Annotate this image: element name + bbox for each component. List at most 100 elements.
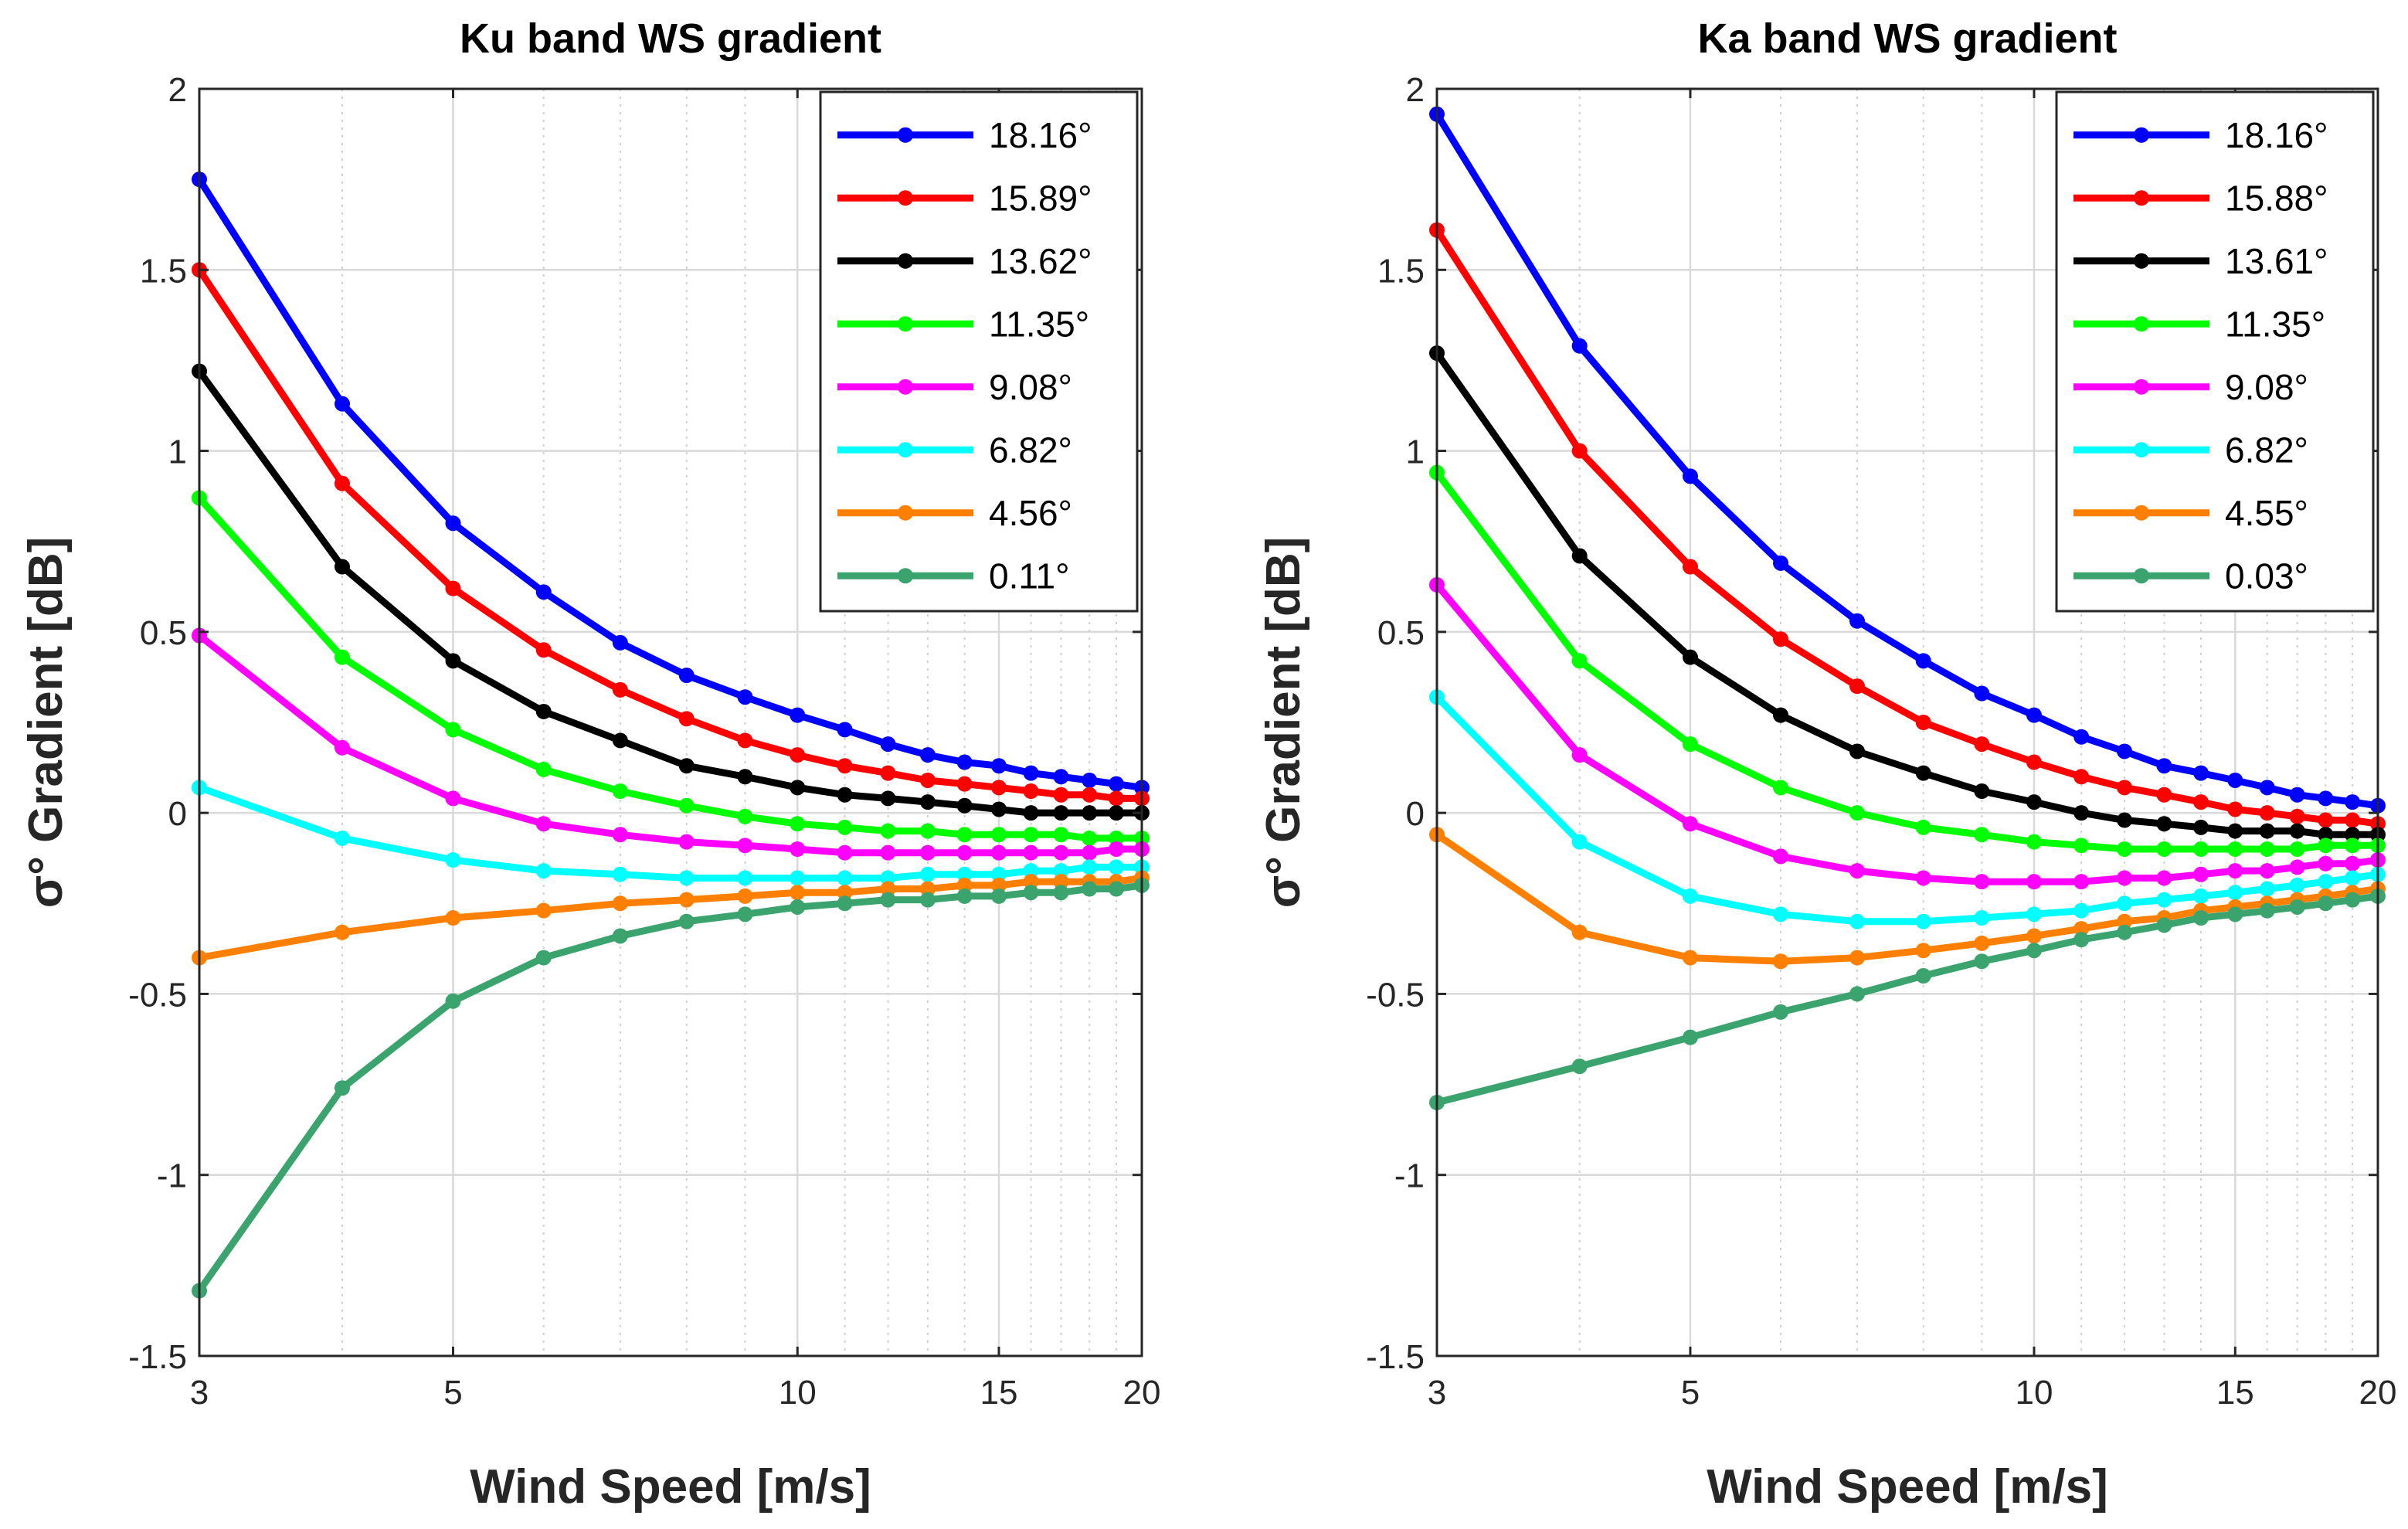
x-tick-label: 10 bbox=[2016, 1374, 2053, 1412]
data-point bbox=[1849, 678, 1865, 695]
data-point bbox=[1773, 953, 1789, 970]
data-point bbox=[1571, 338, 1588, 354]
data-point bbox=[1571, 443, 1588, 459]
data-point bbox=[2117, 743, 2133, 759]
data-point bbox=[2345, 827, 2361, 843]
data-point bbox=[2259, 881, 2275, 897]
axes-frame bbox=[198, 87, 1143, 1357]
data-point bbox=[1571, 548, 1588, 564]
data-point bbox=[335, 830, 351, 846]
data-point bbox=[535, 761, 552, 777]
data-point bbox=[837, 722, 853, 738]
data-point bbox=[737, 769, 753, 785]
x-tick-label: 20 bbox=[2359, 1374, 2397, 1412]
data-point bbox=[2193, 794, 2209, 810]
data-point bbox=[2227, 885, 2243, 901]
data-point bbox=[2026, 754, 2042, 770]
data-point bbox=[1773, 631, 1789, 647]
data-point bbox=[2026, 906, 2042, 922]
data-point bbox=[837, 787, 853, 803]
data-point bbox=[2193, 765, 2209, 781]
data-point bbox=[2193, 866, 2209, 882]
x-axis-label: Wind Speed [m/s] bbox=[1707, 1460, 2108, 1514]
data-point bbox=[1974, 935, 1990, 951]
data-point bbox=[335, 559, 351, 575]
data-point bbox=[990, 780, 1007, 796]
data-point bbox=[1109, 881, 1125, 897]
data-point bbox=[678, 870, 695, 886]
data-point bbox=[2073, 932, 2090, 948]
data-point bbox=[790, 885, 806, 901]
data-point bbox=[535, 642, 552, 658]
data-point bbox=[2156, 787, 2172, 803]
legend-label: 9.08° bbox=[989, 367, 1072, 407]
data-point bbox=[678, 758, 695, 774]
y-tick-label: 2 bbox=[1406, 71, 1425, 109]
data-point bbox=[1082, 844, 1098, 861]
data-point bbox=[1053, 874, 1069, 890]
data-point bbox=[678, 834, 695, 850]
data-point bbox=[2318, 790, 2334, 807]
legend-label: 0.11° bbox=[989, 556, 1070, 596]
data-point bbox=[1682, 736, 1698, 753]
data-point bbox=[990, 888, 1007, 904]
data-point bbox=[1974, 910, 1990, 926]
data-point bbox=[1053, 827, 1069, 843]
data-point bbox=[2345, 870, 2361, 886]
data-point bbox=[1849, 613, 1865, 629]
data-point bbox=[1082, 830, 1098, 846]
legend-label: 0.03° bbox=[2225, 556, 2308, 596]
data-point bbox=[1915, 653, 1931, 669]
data-point bbox=[678, 711, 695, 727]
data-point bbox=[445, 790, 461, 807]
axes-frame bbox=[1435, 87, 2379, 1357]
data-point bbox=[678, 797, 695, 814]
data-point bbox=[956, 776, 973, 792]
data-point bbox=[1571, 834, 1588, 850]
data-point bbox=[1053, 787, 1069, 803]
data-point bbox=[1915, 913, 1931, 929]
data-point bbox=[1682, 1029, 1698, 1045]
data-point bbox=[2289, 787, 2305, 803]
data-point bbox=[335, 649, 351, 665]
x-tick-label: 10 bbox=[779, 1374, 817, 1412]
legend-label: 15.88° bbox=[2225, 178, 2328, 218]
series-group bbox=[1429, 106, 2386, 1110]
data-point bbox=[1109, 790, 1125, 807]
legend-marker bbox=[2134, 568, 2149, 584]
data-point bbox=[990, 877, 1007, 893]
data-point bbox=[2345, 794, 2361, 810]
data-point bbox=[1109, 805, 1125, 821]
data-point bbox=[2156, 841, 2172, 857]
y-tick-label: 1.5 bbox=[1377, 252, 1425, 290]
data-point bbox=[2289, 899, 2305, 915]
data-point bbox=[919, 866, 936, 882]
data-point bbox=[2318, 812, 2334, 828]
data-point bbox=[1773, 848, 1789, 865]
data-point bbox=[335, 1080, 351, 1096]
data-point bbox=[790, 707, 806, 723]
data-point bbox=[2227, 823, 2243, 839]
legend-box bbox=[2055, 90, 2375, 613]
data-point bbox=[2156, 892, 2172, 908]
data-point bbox=[2156, 917, 2172, 933]
y-tick-label: -1.5 bbox=[1366, 1338, 1425, 1376]
legend-label: 11.35° bbox=[989, 304, 1089, 344]
data-point bbox=[1849, 863, 1865, 879]
legend-label: 13.62° bbox=[989, 241, 1092, 281]
data-point bbox=[880, 870, 896, 886]
data-point bbox=[2345, 812, 2361, 828]
data-point bbox=[1023, 765, 1039, 781]
data-point bbox=[445, 910, 461, 926]
data-point bbox=[2156, 870, 2172, 886]
legend-marker bbox=[898, 190, 913, 206]
data-point bbox=[956, 844, 973, 861]
data-point bbox=[535, 902, 552, 919]
data-point bbox=[2289, 859, 2305, 875]
legend-marker bbox=[2134, 316, 2149, 332]
data-point bbox=[1053, 863, 1069, 879]
data-point bbox=[790, 841, 806, 857]
data-point bbox=[2289, 841, 2305, 857]
legend-marker bbox=[2134, 127, 2149, 143]
data-point bbox=[612, 634, 628, 651]
